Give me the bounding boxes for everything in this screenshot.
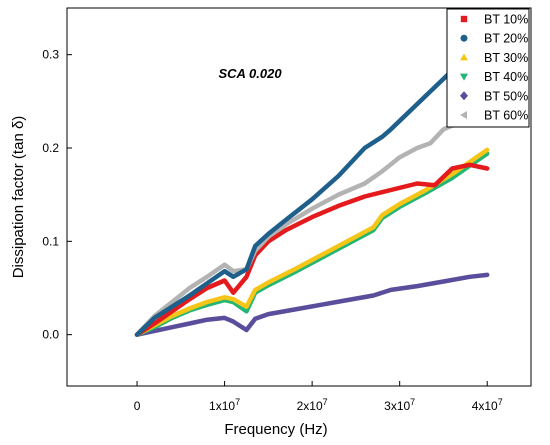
y-axis-title: Dissipation factor (tan δ) bbox=[10, 116, 27, 279]
legend-marker-triangle-left bbox=[460, 111, 467, 119]
legend: BT 10% BT 20% BT 30% BT 40% BT 50% BT 60% bbox=[446, 8, 530, 128]
x-tick-label-base: 2x10 bbox=[297, 399, 323, 413]
x-tick-label: 3x107 bbox=[384, 397, 415, 413]
series-line-bt-30 bbox=[134, 147, 490, 337]
x-tick-label-base: 1x10 bbox=[209, 399, 235, 413]
legend-marker-circle bbox=[460, 34, 468, 42]
legend-box bbox=[446, 8, 530, 128]
x-tick-label: 4x107 bbox=[472, 397, 503, 413]
x-tick-label-exponent: 7 bbox=[323, 397, 328, 407]
legend-marker-triangle-down bbox=[460, 73, 468, 81]
x-tick-label: 1x107 bbox=[209, 397, 240, 413]
legend-marker-diamond bbox=[460, 91, 468, 101]
plot-frame bbox=[66, 7, 532, 387]
legend-label: BT 10% bbox=[484, 13, 528, 27]
legend-label: BT 50% bbox=[484, 89, 528, 103]
series-line-bt-10 bbox=[134, 162, 490, 337]
series-lines bbox=[134, 33, 490, 337]
legend-label: BT 40% bbox=[484, 70, 528, 84]
chart-annotation: SCA 0.020 bbox=[218, 66, 282, 81]
legend-label: BT 30% bbox=[484, 51, 528, 65]
x-tick-label-exponent: 7 bbox=[410, 397, 415, 407]
series-line-bt-50 bbox=[134, 272, 490, 337]
legend-label: BT 60% bbox=[484, 109, 528, 123]
x-tick-label-exponent: 7 bbox=[235, 397, 240, 407]
series-line-bt-20 bbox=[134, 33, 490, 337]
y-tick-label: 0.0 bbox=[42, 328, 59, 342]
x-tick-label-base: 3x10 bbox=[384, 399, 410, 413]
legend-marker-square bbox=[460, 15, 468, 23]
x-tick-label-base: 4x10 bbox=[472, 399, 498, 413]
x-tick-label: 0 bbox=[134, 399, 141, 413]
series-line-bt-60 bbox=[134, 115, 490, 337]
x-tick-label-base: 0 bbox=[134, 399, 141, 413]
y-tick-label: 0.2 bbox=[42, 141, 59, 155]
x-axis-title: Frequency (Hz) bbox=[224, 421, 327, 438]
x-tick-label: 2x107 bbox=[297, 397, 328, 413]
y-tick-label: 0.3 bbox=[42, 48, 59, 62]
y-tick-label: 0.1 bbox=[42, 234, 59, 248]
x-tick-label-exponent: 7 bbox=[498, 397, 503, 407]
legend-marker-triangle-up bbox=[460, 53, 468, 61]
legend-label: BT 20% bbox=[484, 32, 528, 46]
